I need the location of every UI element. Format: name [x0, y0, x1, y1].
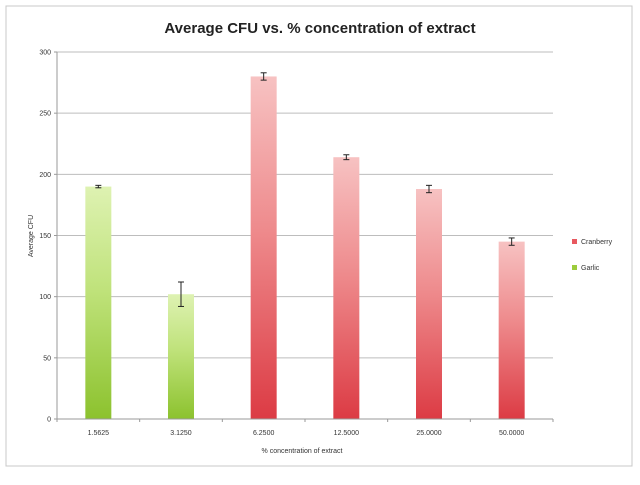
x-tick-label: 50.0000 — [499, 430, 524, 437]
cranberry-bar — [416, 189, 442, 419]
x-tick-label: 3.1250 — [170, 430, 192, 437]
cranberry-bar — [498, 241, 525, 419]
cranberry-bar — [250, 76, 277, 419]
y-tick-label: 100 — [39, 294, 51, 301]
y-tick-label: 150 — [39, 233, 51, 240]
y-tick-label: 300 — [39, 50, 51, 57]
x-tick-label: 25.0000 — [416, 430, 441, 437]
y-tick-label: 250 — [39, 111, 51, 118]
chart-title: Average CFU vs. % concentration of extra… — [164, 20, 475, 37]
y-tick-label: 200 — [39, 172, 51, 179]
x-tick-label: 6.2500 — [253, 430, 275, 437]
cranberry-legend-label: Cranberry — [581, 239, 613, 246]
x-tick-label: 1.5625 — [88, 430, 110, 437]
garlic-bar — [168, 294, 194, 419]
x-tick-label: 12.5000 — [334, 430, 359, 437]
garlic-legend-swatch — [572, 265, 577, 270]
garlic-bar — [85, 186, 112, 419]
legend: Cranberry Garlic — [572, 239, 613, 272]
error-bars — [95, 72, 515, 307]
y-axis-label: Average CFU — [28, 215, 35, 257]
y-tick-label: 50 — [43, 355, 51, 362]
gridlines — [57, 51, 553, 359]
cranberry-bar — [333, 157, 360, 419]
x-axis-label: % concentration of extract — [262, 448, 343, 455]
garlic-legend-label: Garlic — [581, 265, 600, 272]
y-tick-label: 0 — [47, 417, 51, 424]
cranberry-legend-swatch — [572, 239, 577, 244]
y-axis-ticks: 0 50 100 150 200 250 300 — [39, 50, 57, 424]
bars — [85, 76, 525, 419]
